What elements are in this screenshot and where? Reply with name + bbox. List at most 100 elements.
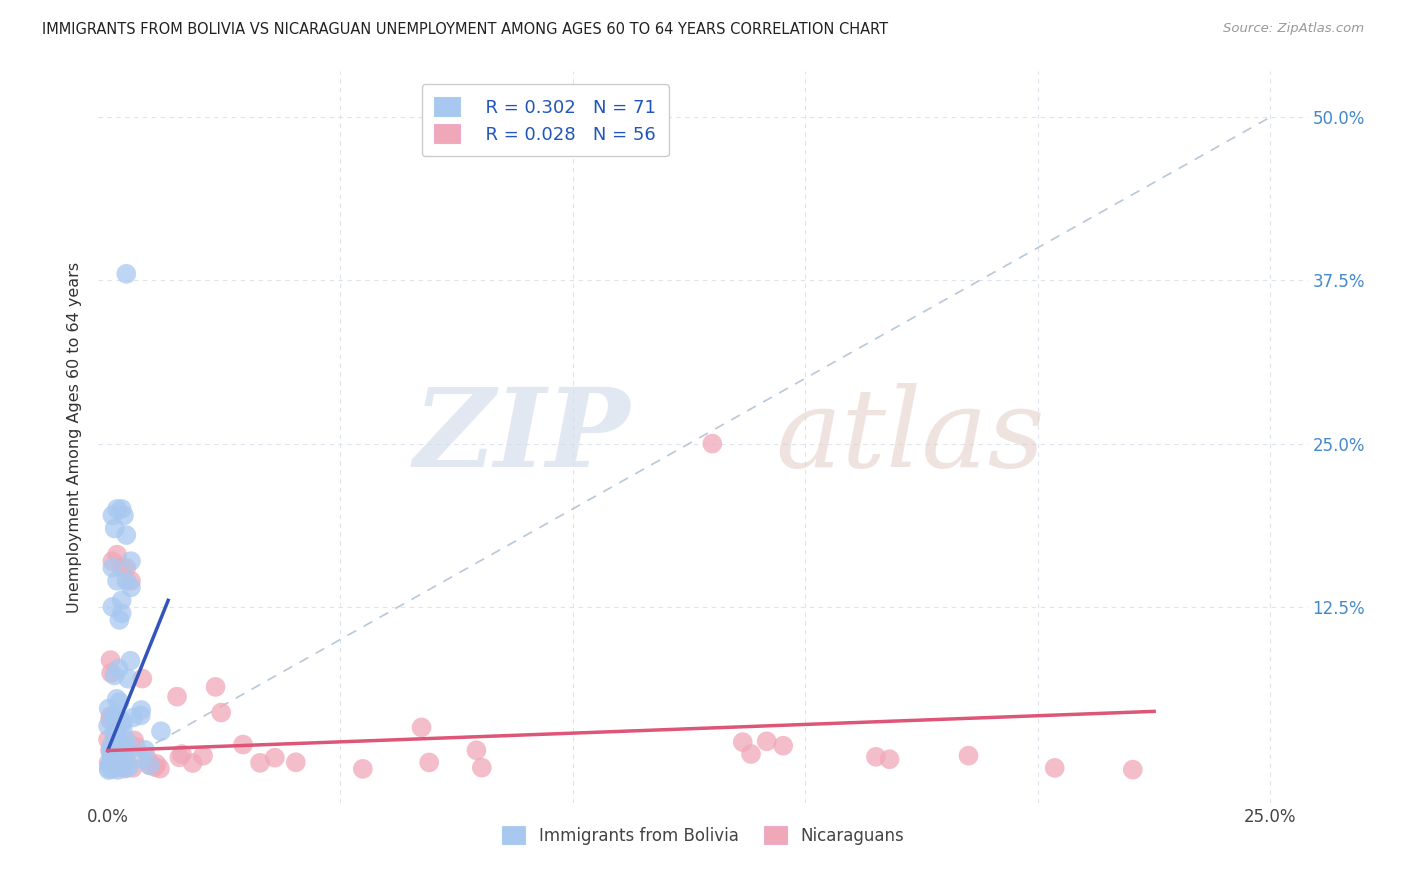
Point: [107, 763, 129, 777]
Point: [115, 267, 138, 281]
Point: [169, 750, 191, 764]
Point: [115, 744, 138, 758]
Point: [105, 574, 128, 588]
Point: [115, 528, 138, 542]
Point: [149, 724, 172, 739]
Point: [134, 743, 156, 757]
Point: [411, 720, 433, 734]
Point: [129, 703, 152, 717]
Text: ZIP: ZIP: [413, 384, 630, 491]
Point: [104, 721, 127, 735]
Point: [129, 708, 152, 723]
Point: [117, 672, 139, 686]
Point: [98, 743, 121, 757]
Point: [103, 668, 125, 682]
Point: [138, 758, 160, 772]
Point: [112, 714, 135, 729]
Point: [149, 762, 172, 776]
Point: [101, 751, 124, 765]
Point: [111, 502, 134, 516]
Point: [120, 554, 142, 568]
Point: [97, 719, 120, 733]
Point: [103, 714, 125, 728]
Point: [122, 733, 145, 747]
Legend: Immigrants from Bolivia, Nicaraguans: Immigrants from Bolivia, Nicaraguans: [491, 814, 915, 856]
Point: [418, 756, 440, 770]
Point: [115, 733, 138, 747]
Point: [97, 761, 120, 775]
Point: [105, 734, 128, 748]
Point: [110, 741, 132, 756]
Point: [100, 739, 122, 753]
Point: [101, 599, 124, 614]
Point: [104, 748, 127, 763]
Point: [204, 680, 226, 694]
Point: [702, 436, 724, 450]
Point: [1043, 761, 1066, 775]
Point: [465, 743, 488, 757]
Point: [100, 653, 122, 667]
Point: [181, 756, 204, 770]
Point: [100, 709, 122, 723]
Point: [100, 758, 122, 772]
Point: [104, 723, 127, 737]
Point: [104, 706, 127, 721]
Point: [111, 593, 134, 607]
Point: [112, 755, 135, 769]
Point: [98, 713, 121, 727]
Point: [284, 756, 307, 770]
Point: [136, 753, 159, 767]
Point: [114, 739, 136, 753]
Point: [101, 508, 124, 523]
Point: [111, 722, 134, 736]
Point: [103, 726, 125, 740]
Point: [120, 580, 142, 594]
Point: [1122, 763, 1144, 777]
Point: [111, 716, 134, 731]
Point: [352, 762, 374, 776]
Y-axis label: Unemployment Among Ages 60 to 64 years: Unemployment Among Ages 60 to 64 years: [67, 261, 83, 613]
Point: [120, 574, 142, 588]
Point: [249, 756, 271, 770]
Point: [100, 666, 122, 681]
Point: [108, 613, 131, 627]
Point: [97, 701, 120, 715]
Point: [740, 747, 762, 761]
Point: [104, 521, 127, 535]
Point: [731, 735, 754, 749]
Point: [103, 758, 125, 772]
Point: [101, 753, 124, 767]
Point: [101, 762, 124, 776]
Point: [100, 745, 122, 759]
Point: [118, 760, 141, 774]
Point: [101, 554, 124, 568]
Point: [129, 751, 152, 765]
Point: [114, 762, 136, 776]
Point: [115, 574, 138, 588]
Point: [131, 672, 153, 686]
Point: [105, 743, 128, 757]
Point: [263, 750, 285, 764]
Point: [111, 560, 134, 574]
Point: [110, 748, 132, 763]
Point: [879, 752, 901, 766]
Point: [105, 548, 128, 562]
Point: [125, 739, 148, 754]
Point: [101, 751, 124, 765]
Point: [105, 502, 128, 516]
Point: [120, 654, 142, 668]
Point: [101, 742, 124, 756]
Point: [115, 752, 138, 766]
Point: [471, 761, 494, 775]
Point: [110, 734, 132, 748]
Point: [122, 710, 145, 724]
Point: [105, 742, 128, 756]
Point: [101, 744, 124, 758]
Point: [100, 749, 122, 764]
Point: [772, 739, 794, 753]
Point: [103, 732, 125, 747]
Point: [115, 560, 138, 574]
Point: [108, 695, 131, 709]
Point: [105, 711, 128, 725]
Point: [97, 732, 120, 747]
